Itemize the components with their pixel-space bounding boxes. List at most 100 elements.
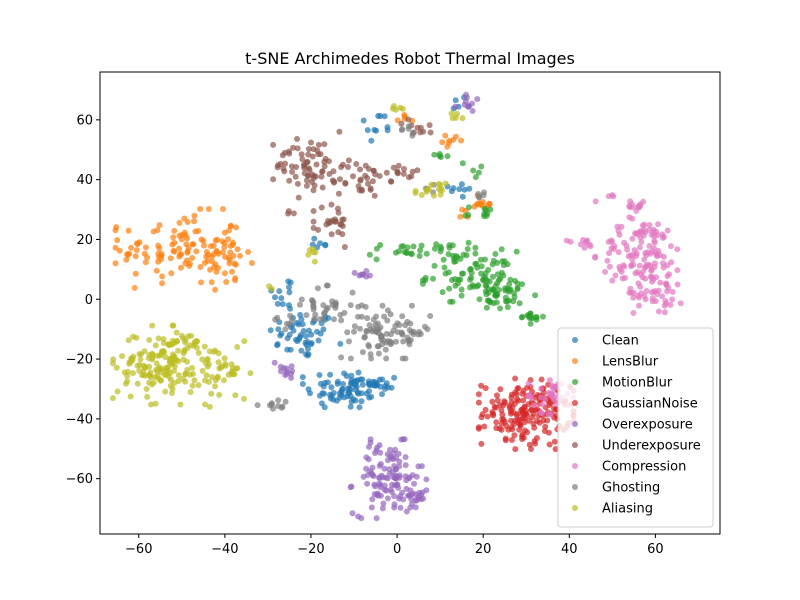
scatter-point [512, 277, 518, 284]
scatter-point [170, 351, 176, 358]
scatter-point [328, 201, 335, 208]
scatter-point [110, 356, 117, 363]
scatter-point [663, 281, 670, 288]
scatter-point [337, 340, 344, 347]
scatter-point [370, 167, 377, 174]
scatter-point [311, 316, 318, 322]
scatter-point [225, 227, 232, 234]
scatter-point [400, 243, 407, 250]
scatter-point [213, 248, 220, 254]
series-compression-points [525, 192, 684, 418]
legend-marker [572, 505, 578, 511]
scatter-point [327, 371, 334, 378]
scatter-point [171, 363, 178, 370]
scatter-point [362, 172, 369, 179]
scatter-point [245, 249, 252, 255]
scatter-point [310, 218, 317, 225]
scatter-point [382, 383, 389, 389]
scatter-point [661, 233, 667, 240]
scatter-point [531, 402, 538, 409]
scatter-point [371, 382, 378, 389]
scatter-point [390, 456, 397, 463]
scatter-point [206, 403, 213, 410]
scatter-point [369, 496, 376, 503]
scatter-point [136, 239, 143, 246]
scatter-point [612, 272, 619, 279]
scatter-point [296, 334, 303, 341]
scatter-point [402, 454, 409, 461]
scatter-point [168, 390, 175, 396]
scatter-point [294, 145, 301, 152]
scatter-point [285, 210, 292, 217]
scatter-point [365, 165, 372, 172]
scatter-point [490, 273, 496, 280]
scatter-point [322, 242, 329, 249]
scatter-point [195, 382, 202, 389]
scatter-point [502, 287, 509, 294]
scatter-point [608, 238, 615, 245]
scatter-point [278, 295, 285, 302]
scatter-point [483, 304, 490, 311]
scatter-point [318, 173, 325, 180]
scatter-point [303, 333, 309, 340]
scatter-point [313, 161, 320, 168]
scatter-point [321, 163, 328, 170]
scatter-point [414, 124, 421, 131]
scatter-point [319, 390, 326, 397]
scatter-point [383, 169, 390, 176]
scatter-point [136, 362, 143, 368]
scatter-point [299, 156, 306, 163]
scatter-point [449, 277, 455, 283]
scatter-point [538, 376, 545, 383]
scatter-point [377, 484, 384, 491]
scatter-point [364, 127, 371, 134]
scatter-point [496, 286, 503, 293]
scatter-point [497, 305, 504, 312]
scatter-point [227, 249, 234, 256]
legend-marker [572, 442, 578, 448]
scatter-point [425, 186, 432, 193]
scatter-point [481, 213, 488, 220]
scatter-point [225, 371, 232, 378]
scatter-point [303, 177, 310, 184]
scatter-point [483, 291, 490, 298]
scatter-point [171, 248, 178, 255]
scatter-point [241, 395, 247, 402]
scatter-point [512, 375, 519, 382]
x-tick-label: −20 [297, 542, 324, 557]
scatter-point [215, 350, 222, 357]
scatter-point [403, 508, 410, 515]
scatter-point [125, 227, 132, 234]
x-tick-label: 40 [561, 542, 578, 557]
scatter-point [408, 250, 415, 257]
scatter-point [519, 281, 526, 288]
scatter-point [391, 501, 398, 508]
scatter-point [220, 377, 227, 384]
scatter-point [355, 303, 362, 310]
scatter-point [298, 347, 305, 354]
scatter-point [219, 249, 226, 256]
scatter-point [407, 320, 414, 327]
scatter-point [146, 351, 153, 358]
scatter-point [248, 260, 255, 266]
scatter-point [132, 253, 139, 260]
scatter-point [437, 181, 444, 188]
scatter-point [275, 397, 282, 404]
scatter-point [445, 251, 452, 258]
scatter-point [532, 292, 539, 299]
scatter-point [368, 504, 375, 511]
scatter-point [276, 288, 283, 295]
scatter-point [447, 298, 454, 305]
scatter-point [155, 375, 162, 382]
scatter-point [187, 389, 194, 395]
scatter-point [232, 275, 239, 282]
scatter-point [195, 228, 202, 234]
scatter-point [357, 177, 364, 184]
scatter-point [379, 505, 386, 512]
scatter-point [395, 450, 402, 457]
scatter-point [337, 176, 343, 183]
scatter-point [156, 222, 163, 229]
scatter-point [159, 280, 166, 287]
scatter-point [602, 268, 609, 275]
scatter-point [545, 429, 552, 436]
